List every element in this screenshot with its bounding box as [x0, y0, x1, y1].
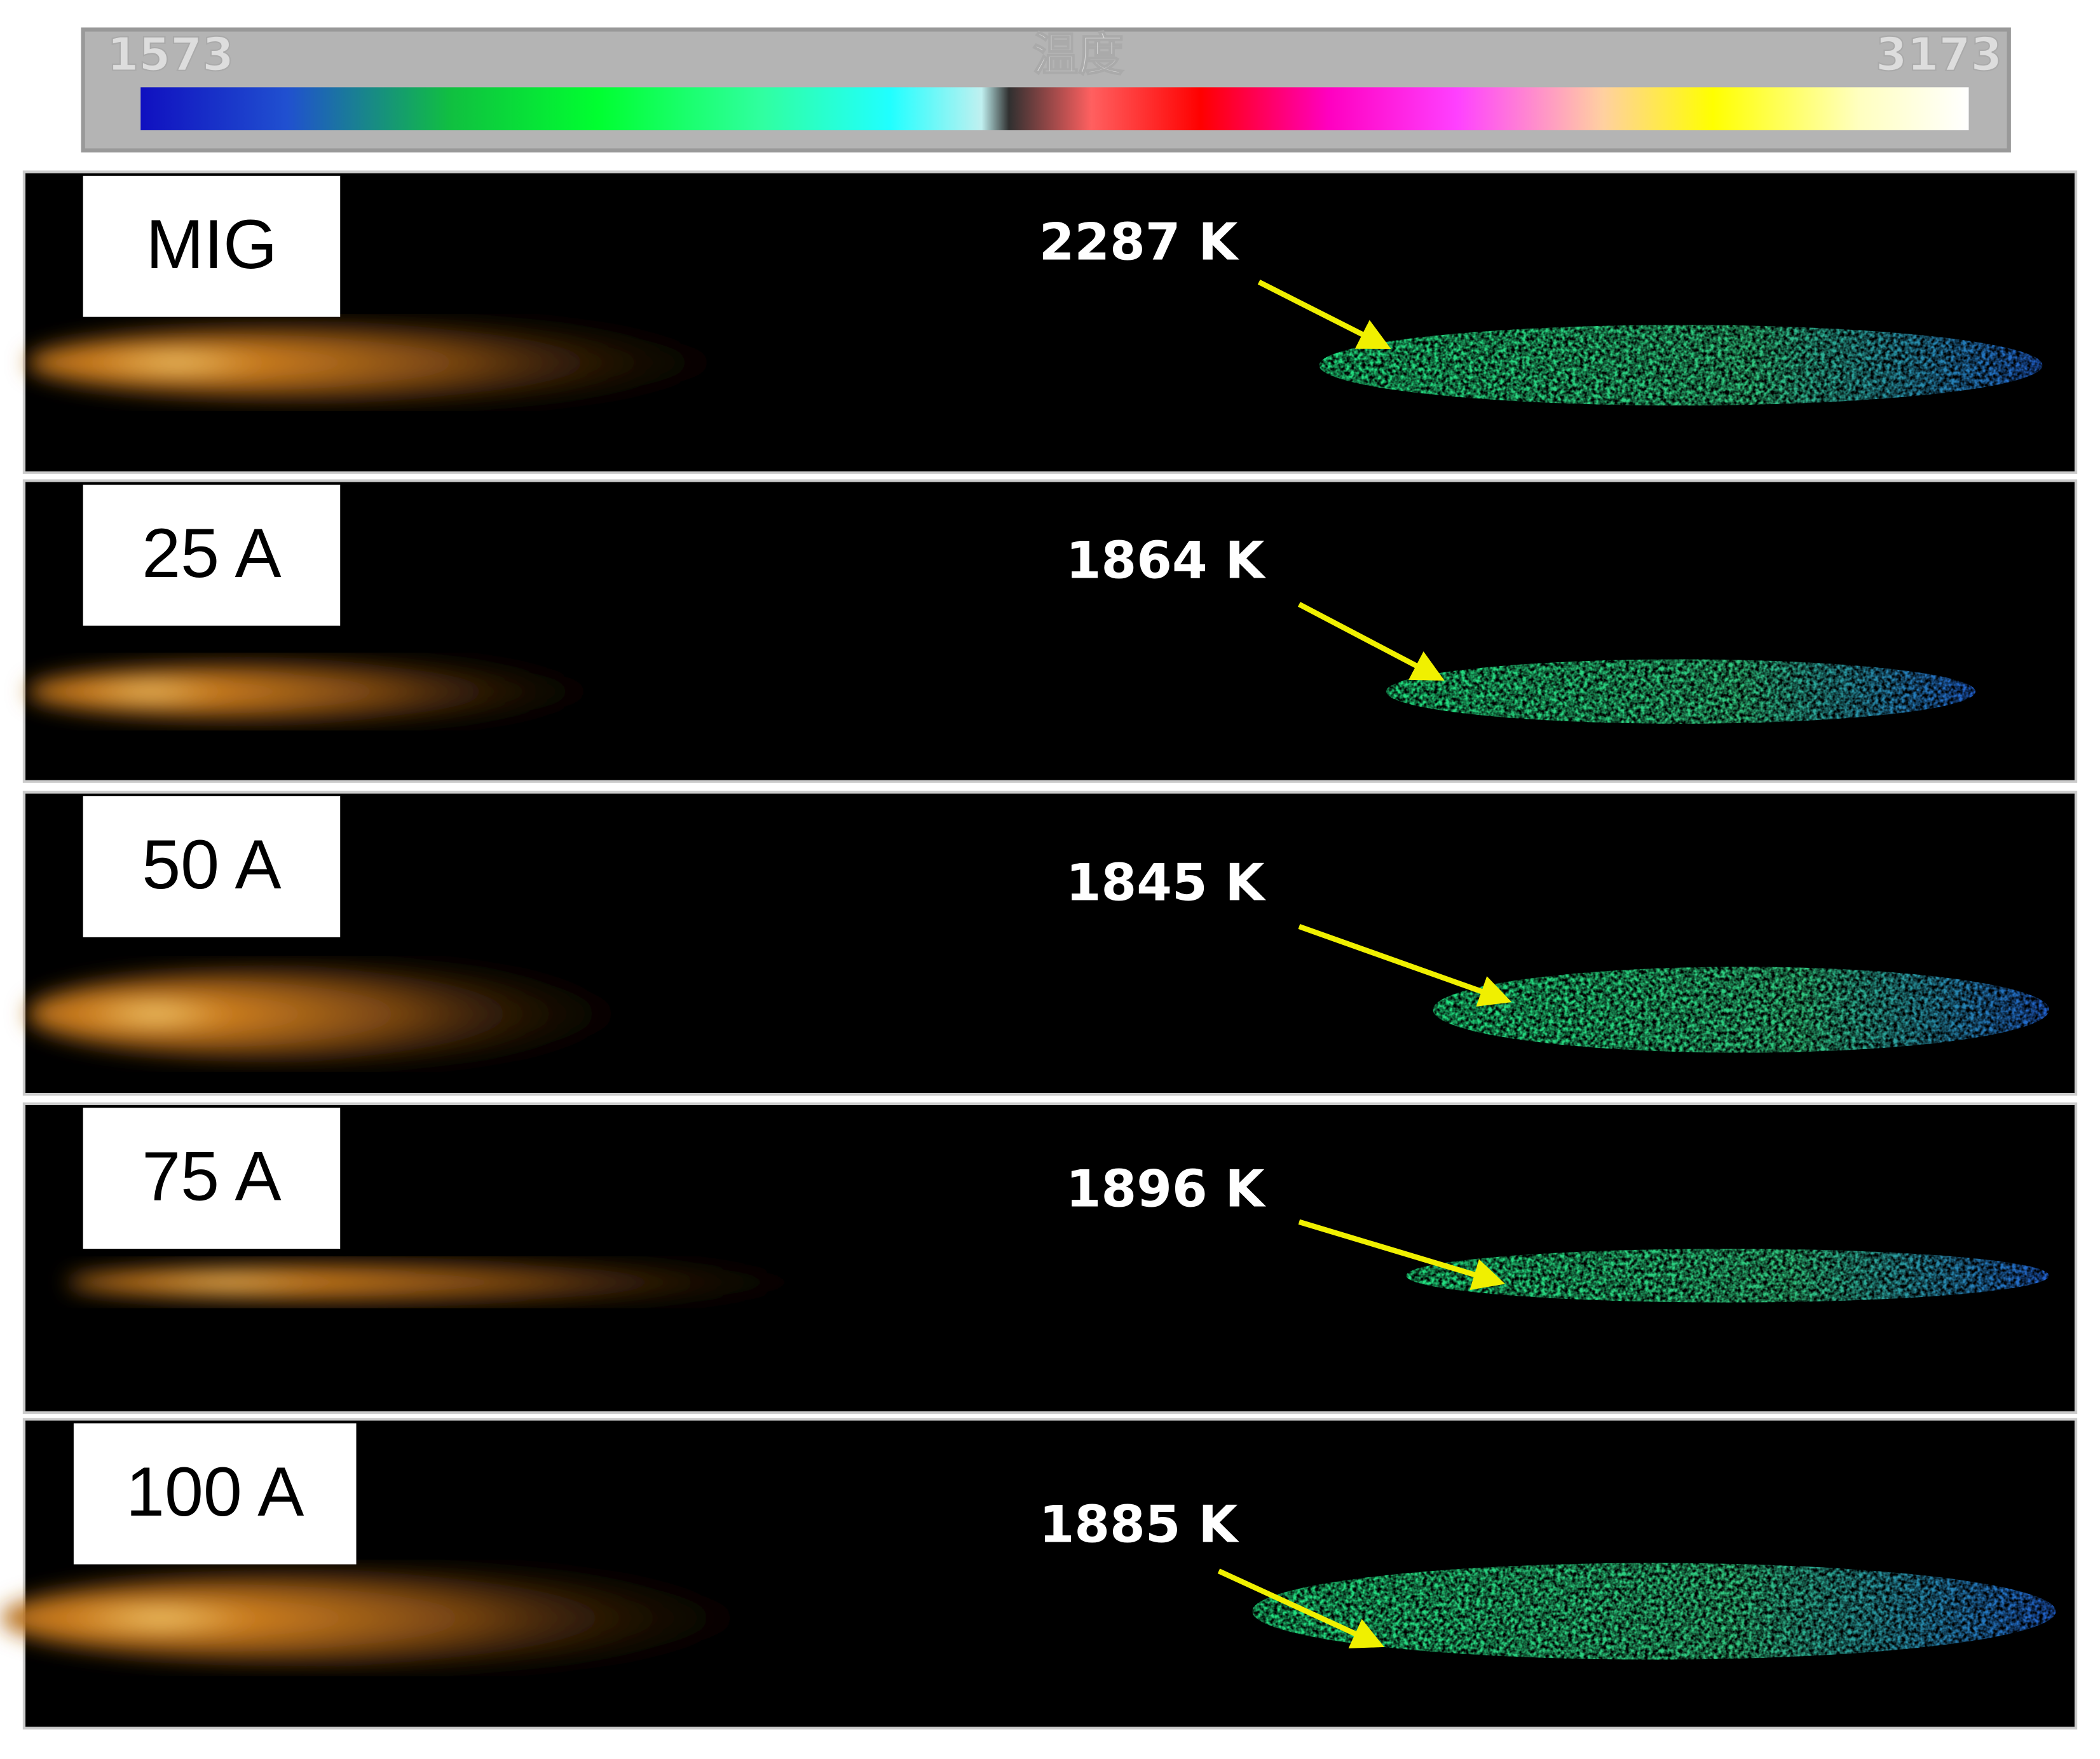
flame — [67, 1261, 871, 1304]
label-box — [83, 484, 341, 626]
label-box — [83, 1108, 341, 1249]
colorbar-min: 1573 — [107, 27, 234, 81]
flame — [27, 965, 670, 1063]
label-box — [73, 1423, 357, 1565]
panel-label: 25 A — [142, 515, 281, 592]
thermal-plume — [1433, 967, 2049, 1053]
arrow — [1257, 279, 1391, 349]
panel-label: 50 A — [142, 826, 281, 904]
label-box — [83, 175, 341, 317]
arrow — [1297, 602, 1445, 681]
thermal-plume — [1386, 659, 1976, 724]
arrow — [1298, 1219, 1506, 1291]
temperature-label: 1864 K — [1066, 531, 1267, 590]
temperature-label: 1845 K — [1066, 853, 1267, 912]
panel-label: 100 A — [126, 1453, 304, 1531]
temperature-label: 1896 K — [1066, 1159, 1267, 1218]
colorbar-max: 3173 — [1876, 27, 2002, 81]
panel — [22, 479, 2078, 783]
arrow — [1217, 1568, 1385, 1648]
panel-label: 75 A — [142, 1138, 281, 1215]
colorbar — [140, 87, 1969, 130]
panel-label: MIG — [146, 206, 277, 283]
thermal-plume — [1406, 1249, 2049, 1303]
panel — [22, 170, 2078, 474]
thermal-plume — [1252, 1563, 2056, 1660]
thermal-plume — [1319, 325, 2043, 406]
flame — [0, 1570, 804, 1667]
flame — [27, 659, 643, 724]
arrow — [1298, 923, 1512, 1007]
flame — [27, 322, 777, 403]
label-box — [83, 796, 341, 937]
temperature-label: 2287 K — [1039, 213, 1240, 272]
temperature-label: 1885 K — [1039, 1495, 1240, 1554]
colorbar-label: 温度 — [1033, 27, 1124, 81]
